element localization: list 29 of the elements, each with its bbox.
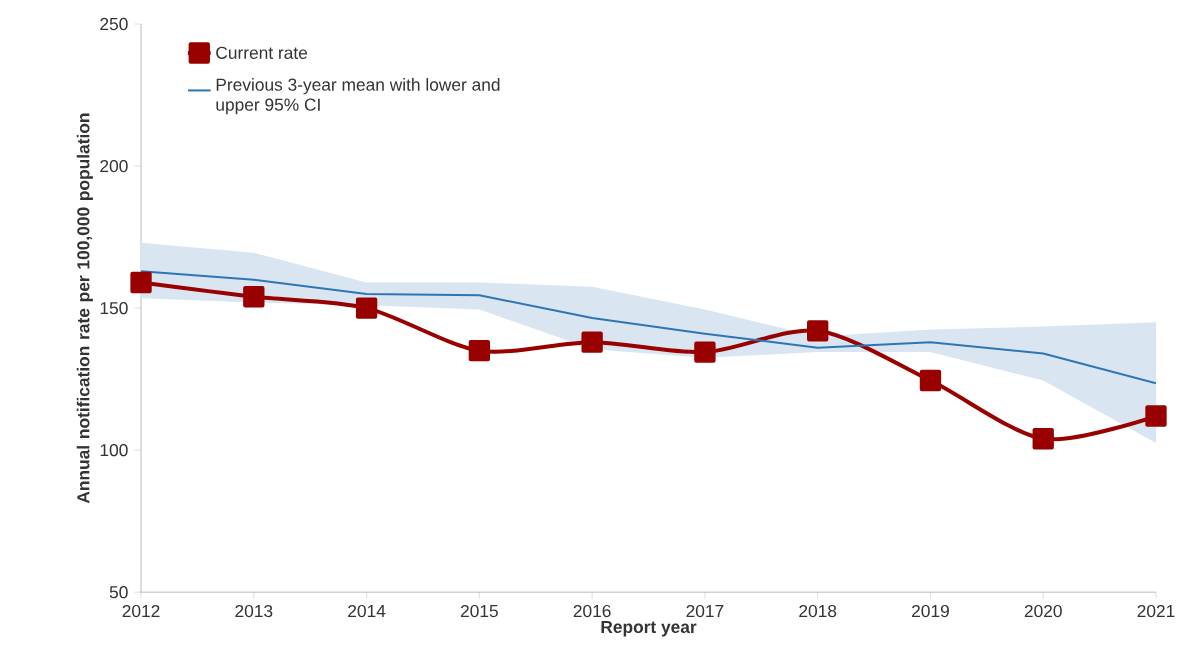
point bbox=[1145, 405, 1167, 427]
point bbox=[130, 271, 152, 294]
y-tick-label: 100 bbox=[100, 443, 128, 457]
x-tick-label: 2021 bbox=[1137, 604, 1175, 618]
point bbox=[468, 339, 491, 362]
y-tick-label: 50 bbox=[109, 585, 128, 599]
point bbox=[243, 285, 265, 308]
x-tick-label: 2016 bbox=[573, 604, 611, 618]
x-tick-label: 2019 bbox=[912, 604, 949, 618]
x-tick-label: 2015 bbox=[460, 604, 498, 618]
point bbox=[355, 297, 378, 319]
legend-label: Previous 3-year mean with lower and upper 95% CI bbox=[216, 77, 500, 115]
y-tick-label: 150 bbox=[100, 301, 128, 315]
x-tick-label: 2013 bbox=[235, 604, 273, 618]
x-tick-label: 2012 bbox=[122, 604, 160, 618]
x-axis-title: Report year bbox=[601, 620, 697, 637]
point bbox=[919, 369, 942, 392]
x-tick-label: 2020 bbox=[1024, 604, 1062, 618]
y-tick-label: 250 bbox=[100, 17, 128, 31]
point bbox=[694, 341, 716, 363]
point bbox=[807, 320, 829, 342]
point bbox=[1032, 428, 1054, 450]
x-tick-label: 2014 bbox=[348, 604, 386, 618]
point bbox=[581, 331, 603, 353]
y-tick-label: 200 bbox=[100, 159, 128, 173]
x-tick-label: 2017 bbox=[686, 604, 724, 618]
y-axis-title: Annual notification rate per 100,000 population bbox=[76, 113, 93, 504]
legend-label: Current rate bbox=[216, 46, 308, 59]
x-tick-label: 2018 bbox=[799, 604, 837, 618]
